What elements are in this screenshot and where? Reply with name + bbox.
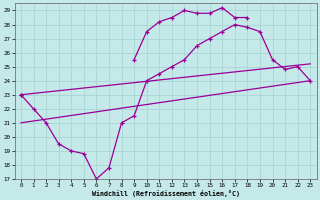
- X-axis label: Windchill (Refroidissement éolien,°C): Windchill (Refroidissement éolien,°C): [92, 190, 240, 197]
